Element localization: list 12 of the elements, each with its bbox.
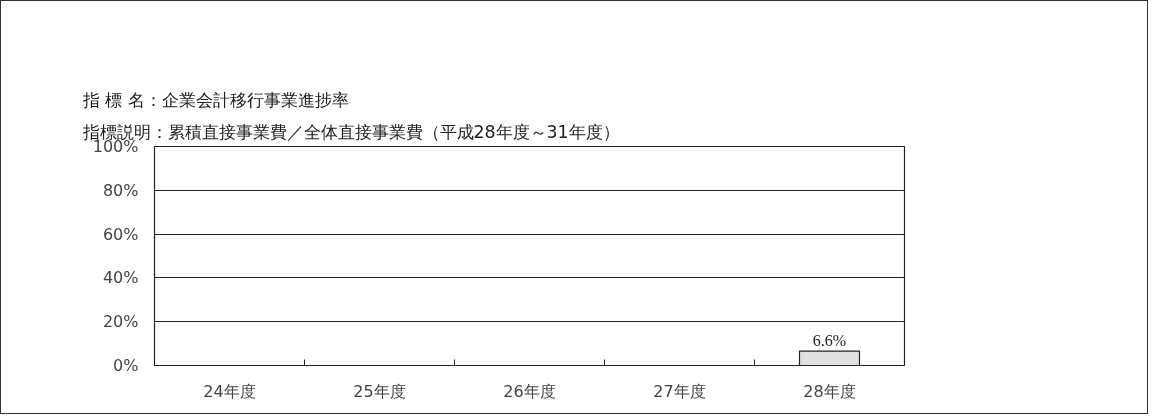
- x-tick-label: 24年度: [203, 381, 256, 401]
- x-tick-label: 25年度: [353, 381, 406, 401]
- x-tick-label: 28年度: [803, 381, 856, 401]
- y-tick-label: 20%: [102, 312, 139, 332]
- x-tick-label: 27年度: [653, 381, 706, 401]
- y-tick-label: 0%: [113, 356, 139, 375]
- y-tick-label: 80%: [102, 180, 139, 200]
- x-tick-label: 26年度: [503, 381, 556, 401]
- y-tick-label: 40%: [102, 268, 139, 288]
- text: 6.6%: [812, 332, 847, 350]
- chart-title: 指 標 名：企業会計移行事業進捗率: [81, 89, 349, 110]
- y-tick-label: 60%: [102, 224, 139, 244]
